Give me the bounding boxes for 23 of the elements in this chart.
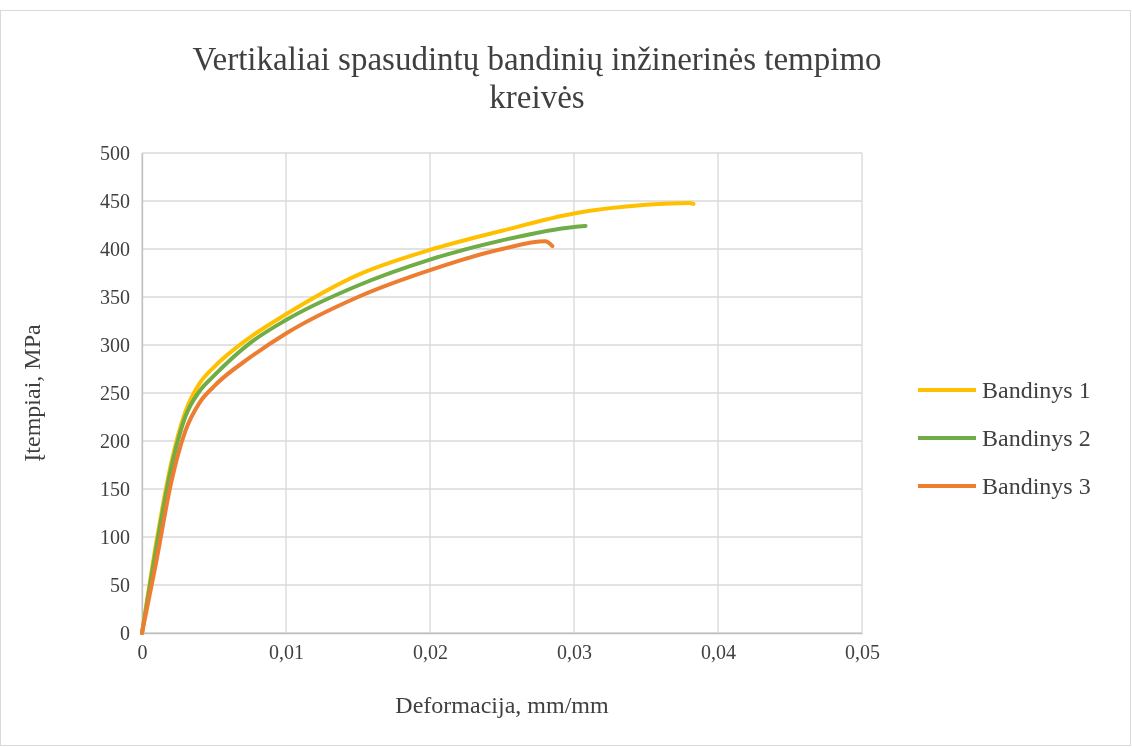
y-tick-label: 500: [100, 141, 130, 164]
legend-label: Bandinys 3: [982, 473, 1091, 499]
x-tick-label: 0,01: [269, 641, 304, 664]
chart-title: Vertikaliai spasudintų bandinių inžinerinės tempimo kreivės: [192, 41, 882, 115]
y-tick-label: 450: [100, 189, 130, 212]
x-tick-label: 0: [137, 641, 148, 664]
x-tick-label: 0,03: [557, 641, 592, 664]
y-tick-label: 250: [100, 381, 130, 404]
y-tick-label: 50: [110, 573, 130, 596]
y-tick-label: 350: [100, 285, 130, 308]
y-tick-label: 200: [100, 429, 130, 452]
x-tick-label: 0,05: [845, 641, 880, 664]
y-tick-label: 0: [120, 621, 130, 644]
y-tick-label: 150: [100, 477, 130, 500]
y-tick-label: 100: [100, 525, 130, 548]
legend-label: Bandinys 2: [982, 425, 1091, 451]
y-tick-label: 400: [100, 237, 130, 260]
x-tick-label: 0,04: [701, 641, 736, 664]
x-tick-label: 0,02: [413, 641, 448, 664]
y-tick-label: 300: [100, 333, 130, 356]
legend-label: Bandinys 1: [982, 377, 1091, 403]
y-axis-title: Įtempiai, MPa: [19, 324, 45, 462]
x-axis-title: Deformacija, mm/mm: [395, 692, 609, 718]
